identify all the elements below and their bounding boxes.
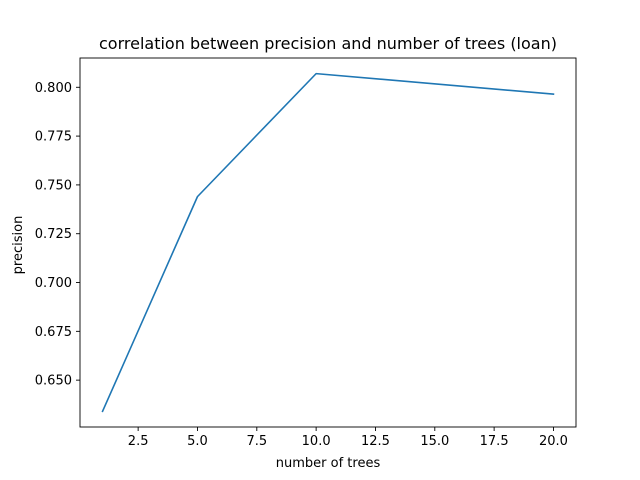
axes-frame xyxy=(79,57,577,428)
series-line-0 xyxy=(101,72,555,413)
y-tick-label: 0.750 xyxy=(35,178,72,193)
chart-title: correlation between precision and number… xyxy=(99,34,557,53)
x-tick-label: 5.0 xyxy=(187,434,208,449)
x-tick-label: 17.5 xyxy=(480,434,509,449)
x-tick-label: 15.0 xyxy=(420,434,449,449)
y-tick-label: 0.800 xyxy=(35,81,72,96)
x-tick-label: 12.5 xyxy=(361,434,390,449)
x-axis-label: number of trees xyxy=(276,456,381,471)
y-tick-label: 0.775 xyxy=(35,130,72,145)
x-tick-label: 20.0 xyxy=(539,434,568,449)
y-tick-label: 0.725 xyxy=(35,227,72,242)
y-tick-label: 0.700 xyxy=(35,276,72,291)
y-tick-label: 0.650 xyxy=(35,374,72,389)
x-tick-label: 2.5 xyxy=(128,434,149,449)
x-tick-label: 10.0 xyxy=(302,434,331,449)
y-tick-label: 0.675 xyxy=(35,325,72,340)
y-axis-label: precision xyxy=(11,216,26,275)
x-tick-label: 7.5 xyxy=(246,434,267,449)
plot-area: 2.5 5.0 7.5 10.0 12.5 15.0 17.5 20.0 0.650 0.675 0… xyxy=(35,57,577,449)
